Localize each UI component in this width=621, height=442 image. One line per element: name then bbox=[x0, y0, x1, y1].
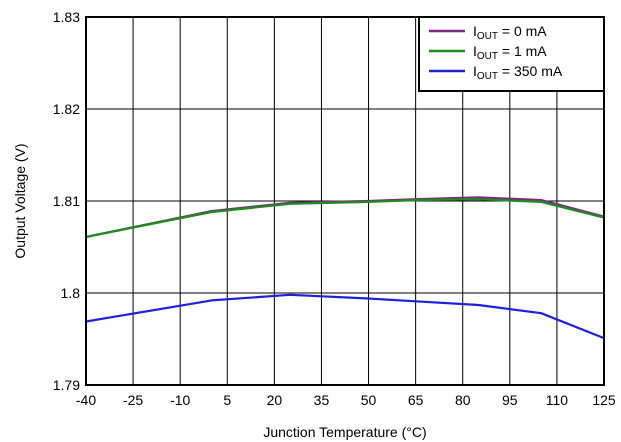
y-tick-label: 1.82 bbox=[53, 101, 80, 117]
plot-area-border bbox=[85, 16, 605, 386]
series-line-1 bbox=[85, 198, 605, 238]
x-tick-label: -40 bbox=[76, 392, 96, 408]
legend-entry-2: IOUT = 350 mA bbox=[473, 63, 563, 82]
x-axis-tick-labels: -40 -25 -10 5 20 35 50 65 80 95 110 125 bbox=[76, 392, 616, 408]
legend-entry-1: IOUT = 1 mA bbox=[473, 43, 547, 62]
y-tick-label: 1.83 bbox=[53, 9, 80, 25]
x-tick-label: 20 bbox=[267, 392, 283, 408]
x-tick-label: 80 bbox=[455, 392, 471, 408]
legend-box bbox=[418, 16, 605, 92]
x-tick-label: 125 bbox=[592, 392, 616, 408]
y-tick-label: 1.81 bbox=[53, 193, 80, 209]
x-tick-label: -25 bbox=[123, 392, 143, 408]
x-tick-label: -10 bbox=[170, 392, 190, 408]
y-axis-tick-labels: 1.79 1.8 1.81 1.82 1.83 bbox=[53, 9, 80, 393]
x-tick-label: 35 bbox=[314, 392, 330, 408]
x-axis-label: Junction Temperature (°C) bbox=[263, 424, 426, 440]
x-tick-label: 5 bbox=[223, 392, 231, 408]
x-tick-label: 110 bbox=[546, 392, 569, 408]
x-tick-label: 50 bbox=[361, 392, 377, 408]
series-lines bbox=[85, 196, 605, 340]
x-tick-label: 65 bbox=[408, 392, 424, 408]
y-axis-label: Output Voltage (V) bbox=[12, 143, 28, 258]
y-tick-label: 1.8 bbox=[61, 285, 81, 301]
series-line-2 bbox=[85, 293, 605, 340]
y-tick-label: 1.79 bbox=[53, 377, 80, 393]
legend-entry-0: IOUT = 0 mA bbox=[473, 23, 547, 42]
x-tick-label: 95 bbox=[502, 392, 518, 408]
